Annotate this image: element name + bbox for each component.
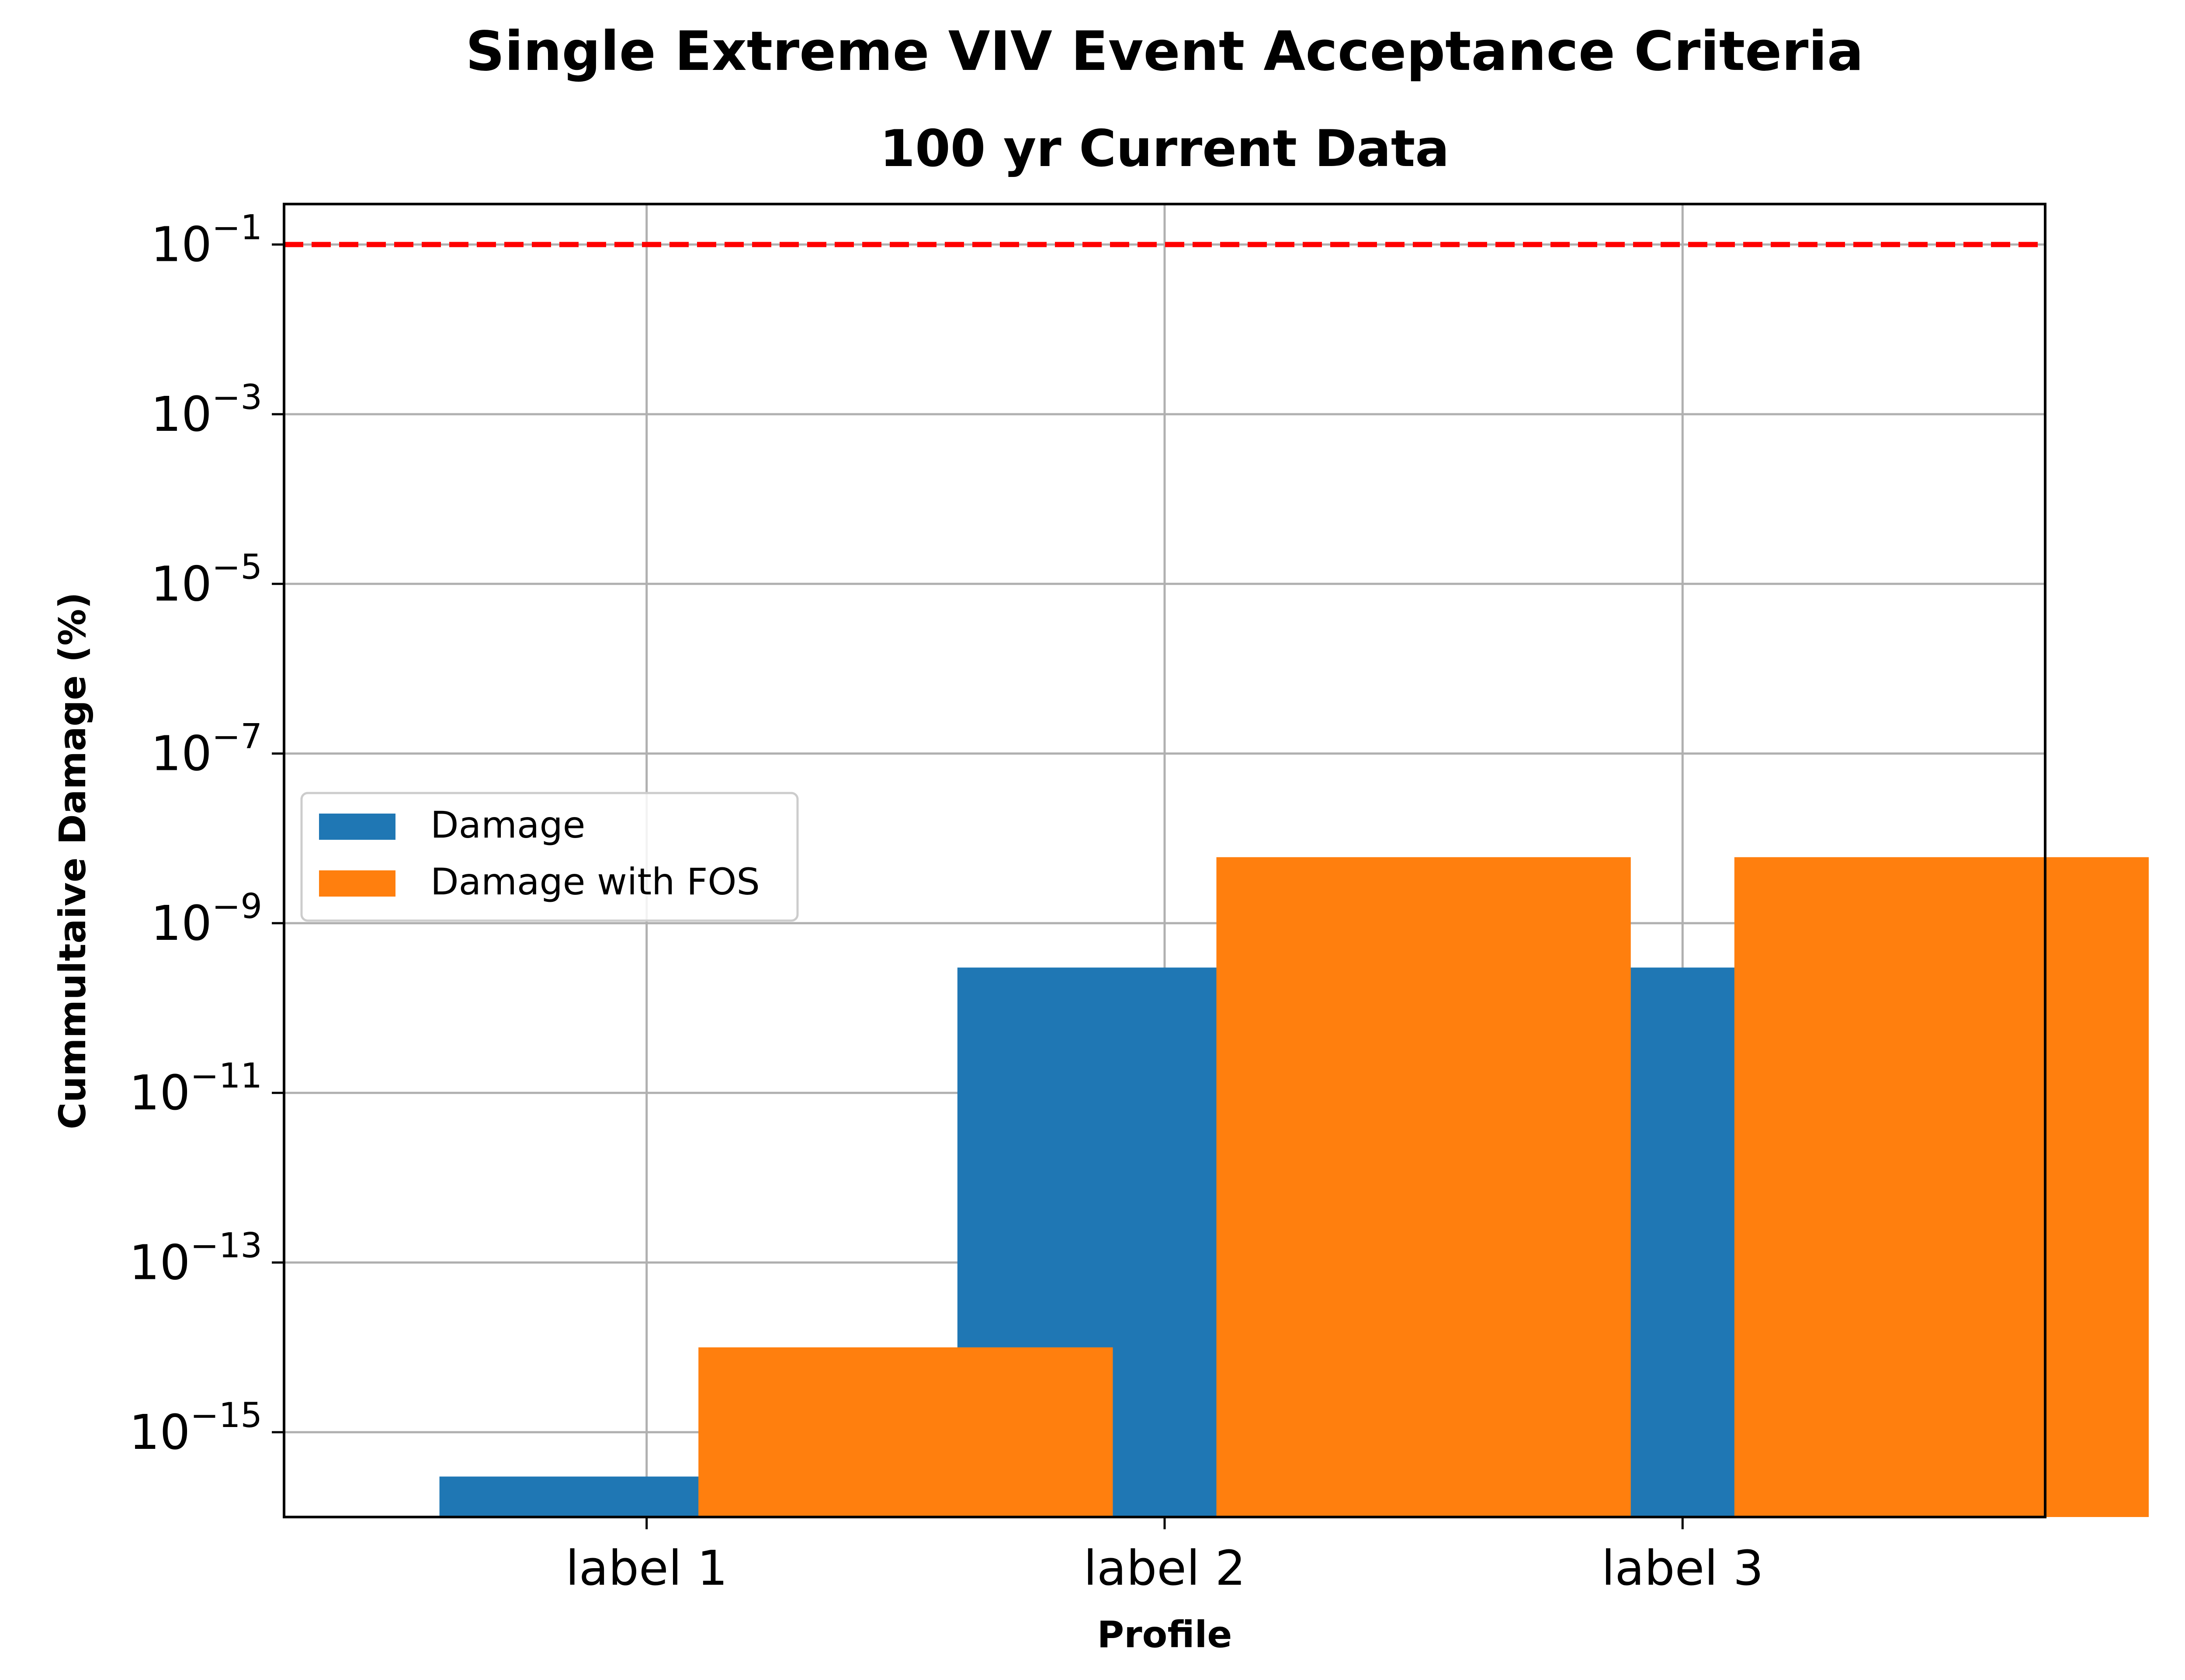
legend-label: Damage with FOS	[430, 860, 760, 903]
bar	[1216, 857, 1631, 1517]
legend-swatch	[319, 814, 395, 840]
legend-box	[300, 792, 799, 922]
bars-layer	[439, 857, 2149, 1517]
x-tick-label: label 1	[565, 1540, 728, 1596]
y-axis-label: Cummultaive Damage (%)	[51, 592, 94, 1129]
y-tick-label: 10−1	[151, 208, 262, 273]
legend: Damage Damage with FOS	[300, 792, 799, 922]
legend-swatch	[319, 870, 395, 897]
chart-subtitle: 100 yr Current Data	[880, 119, 1449, 178]
x-axis-label: Profile	[1097, 1613, 1232, 1656]
bar	[698, 1347, 1113, 1517]
legend-label: Damage	[430, 804, 585, 846]
bar	[1734, 857, 2149, 1517]
chart-title: Single Extreme VIV Event Acceptance Crit…	[465, 20, 1863, 83]
x-tick-label: label 2	[1084, 1540, 1246, 1596]
x-tick-label: label 3	[1602, 1540, 1764, 1596]
y-tick-label: 10−7	[151, 717, 262, 782]
